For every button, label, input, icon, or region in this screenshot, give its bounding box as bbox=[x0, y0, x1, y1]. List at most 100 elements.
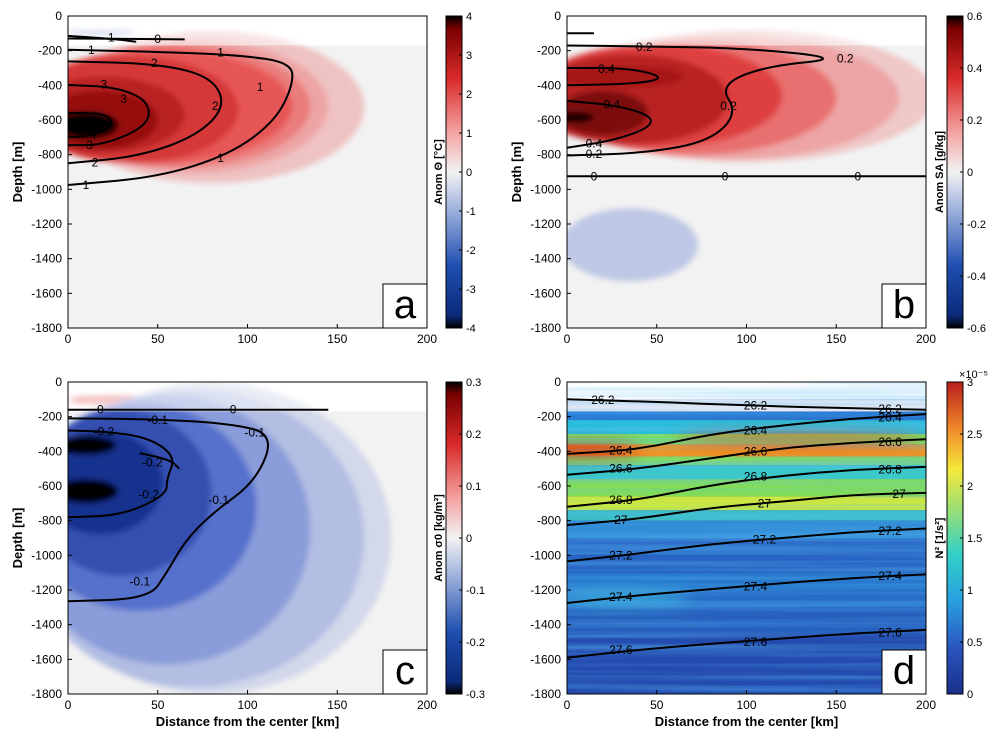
contour-line bbox=[68, 429, 174, 519]
x-tick-label: 150 bbox=[826, 332, 846, 346]
colorbar-tick-label: -4 bbox=[466, 323, 476, 335]
contour-label: 0.4 bbox=[598, 62, 615, 76]
contour-line bbox=[567, 67, 659, 87]
colorbar-exponent: ×10⁻⁵ bbox=[959, 369, 988, 381]
y-tick-label: 0 bbox=[554, 375, 561, 389]
contour-label: 0 bbox=[722, 169, 729, 183]
colorbar-tick-label: -0.1 bbox=[466, 585, 485, 597]
colorbar-tick-label: 0.6 bbox=[967, 11, 982, 23]
x-tick-label: 150 bbox=[327, 332, 347, 346]
panel-letter-box bbox=[382, 649, 428, 695]
y-tick-label: -1000 bbox=[530, 548, 561, 562]
contour-label: 26.6 bbox=[878, 435, 902, 449]
contour-label: -0.2 bbox=[142, 456, 163, 470]
y-tick-label: -1600 bbox=[31, 652, 62, 666]
contour-label: -0.1 bbox=[244, 425, 265, 439]
contour-label: 0 bbox=[854, 169, 861, 183]
y-tick-label: -800 bbox=[38, 148, 62, 162]
contour-label: -0.2 bbox=[94, 424, 115, 438]
y-tick-label: -800 bbox=[537, 514, 561, 528]
contour-line bbox=[567, 573, 926, 604]
contour-label: -0.1 bbox=[129, 574, 150, 588]
panel-letter: d bbox=[893, 649, 915, 693]
field-patch bbox=[567, 208, 699, 282]
colorbar-tick-label: 0 bbox=[967, 167, 973, 179]
y-tick-label: -200 bbox=[38, 44, 62, 58]
contour-label: -0.1 bbox=[147, 413, 168, 427]
x-tick-label: 200 bbox=[417, 332, 437, 346]
panel-d: 26.2 26.2 26.226.426.426.426.626.626.626.8… bbox=[530, 369, 988, 729]
contour-label: 0.2 bbox=[837, 51, 854, 65]
contour-label: 27 bbox=[892, 487, 906, 501]
contour-label: 3 bbox=[101, 77, 108, 91]
y-tick-label: -400 bbox=[38, 444, 62, 458]
x-tick-label: 0 bbox=[564, 698, 571, 712]
colorbar-tick-label: -1 bbox=[466, 206, 476, 218]
colorbar-tick-label: 0 bbox=[466, 533, 472, 545]
contour-label: -0.1 bbox=[208, 493, 229, 507]
y-tick-label: -400 bbox=[38, 78, 62, 92]
contour-line bbox=[567, 527, 926, 563]
y-tick-label: -800 bbox=[38, 514, 62, 528]
contour-label: 0.2 bbox=[636, 40, 653, 54]
contour-label: 2 bbox=[212, 99, 219, 113]
contour-label: 0.2 bbox=[720, 99, 737, 113]
y-tick-label: -1200 bbox=[31, 583, 62, 597]
contour-label: -1 bbox=[104, 31, 115, 45]
colorbar-tick-label: 2 bbox=[967, 481, 973, 493]
y-tick-label: -1600 bbox=[530, 286, 561, 300]
contour-label: 0 bbox=[230, 403, 237, 417]
contour-line bbox=[68, 48, 294, 186]
contour-label: 27.2 bbox=[753, 533, 777, 547]
contour-line bbox=[68, 37, 185, 41]
panel-c: 0 0 -0.1 -0.1 -0.1 -0.1 -0.2 -0.2 -0.2 0 50 100 150 2… bbox=[10, 375, 485, 729]
y-tick-label: -600 bbox=[537, 479, 561, 493]
contour-line bbox=[68, 60, 223, 165]
y-tick-label: -200 bbox=[537, 44, 561, 58]
x-tick-label: 50 bbox=[650, 698, 664, 712]
field-patch bbox=[567, 66, 684, 88]
colorbar-tick-label: -0.6 bbox=[967, 323, 986, 335]
y-tick-label: -800 bbox=[537, 148, 561, 162]
field-patch bbox=[68, 111, 119, 140]
x-tick-label: 50 bbox=[151, 332, 165, 346]
contour-label: 1 bbox=[217, 45, 224, 59]
contour-label: 26.6 bbox=[609, 462, 633, 476]
x-axis-label: Distance from the center [km] bbox=[655, 714, 839, 729]
contour-line bbox=[567, 44, 824, 157]
x-tick-label: 150 bbox=[327, 698, 347, 712]
colorbar-tick-label: -3 bbox=[466, 284, 476, 296]
contour-label: 26.6 bbox=[744, 444, 768, 458]
x-tick-label: 0 bbox=[564, 332, 571, 346]
y-axis-label: Depth [m] bbox=[10, 142, 25, 203]
x-tick-label: 0 bbox=[65, 332, 72, 346]
contour-label: 4 bbox=[90, 128, 97, 142]
contour-label: 27.2 bbox=[609, 548, 633, 562]
x-tick-label: 200 bbox=[417, 698, 437, 712]
contour-label: 26.2 bbox=[591, 393, 615, 407]
colorbar-tick-label: 0 bbox=[967, 689, 973, 701]
contour-label: 27.6 bbox=[878, 625, 902, 639]
contour-label: 1 bbox=[88, 43, 95, 57]
y-tick-label: -1000 bbox=[31, 182, 62, 196]
colorbar-tick-label: -2 bbox=[466, 245, 476, 257]
colorbar-tick-label: 1.5 bbox=[967, 533, 982, 545]
contour-label: 2 bbox=[151, 56, 158, 70]
y-tick-label: 0 bbox=[55, 375, 62, 389]
colorbar-tick-label: 0.4 bbox=[967, 63, 982, 75]
panel-letter-box bbox=[382, 283, 428, 329]
colorbar-tick-label: 0.3 bbox=[466, 377, 481, 389]
x-tick-label: 0 bbox=[65, 698, 72, 712]
y-tick-label: 0 bbox=[55, 9, 62, 23]
contour-line bbox=[567, 413, 926, 455]
contour-line bbox=[68, 112, 113, 139]
field-patch bbox=[567, 112, 594, 123]
x-tick-label: 100 bbox=[237, 698, 257, 712]
colorbar-tick-label: 2.5 bbox=[967, 429, 982, 441]
contours: 26.2 26.2 26.226.426.426.426.626.626.626.8… bbox=[567, 393, 926, 659]
contour-label: 1 bbox=[257, 80, 264, 94]
y-tick-label: -1200 bbox=[530, 217, 561, 231]
x-tick-label: 50 bbox=[151, 698, 165, 712]
colorbar-tick-label: -0.4 bbox=[967, 271, 986, 283]
